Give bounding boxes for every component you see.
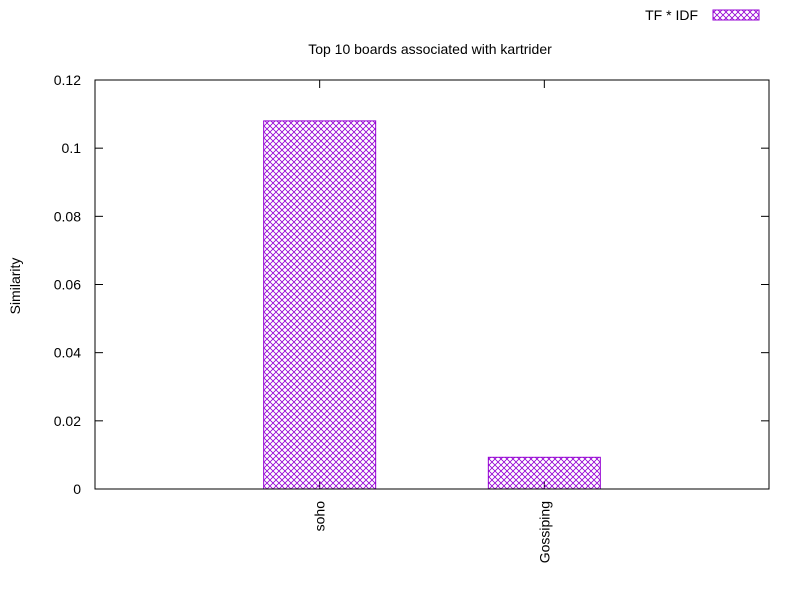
bars: [263, 120, 601, 490]
x-tick-labels: soho Gossiping: [312, 501, 553, 563]
y-axis-label: Similarity: [7, 258, 23, 315]
legend: TF * IDF: [645, 7, 760, 23]
y-tick-label: 0.04: [54, 345, 81, 361]
x-tick-label: Gossiping: [536, 501, 552, 563]
y-tick-label: 0.06: [54, 277, 81, 293]
legend-swatch: [712, 9, 760, 21]
y-tick-label: 0.02: [54, 413, 81, 429]
axis-ticks: [95, 79, 769, 490]
bar-gossiping: [487, 456, 601, 490]
bar-soho: [263, 120, 377, 490]
plot-frame: [94, 79, 770, 490]
y-tick-label: 0.12: [54, 72, 81, 88]
chart-title: Top 10 boards associated with kartrider: [308, 41, 552, 57]
y-tick-label: 0: [73, 481, 81, 497]
y-tick-label: 0.1: [62, 140, 82, 156]
x-tick-label: soho: [312, 501, 328, 532]
legend-label: TF * IDF: [645, 7, 698, 23]
y-tick-label: 0.08: [54, 208, 81, 224]
y-tick-labels: 0 0.02 0.04 0.06 0.08 0.1 0.12: [54, 72, 81, 497]
